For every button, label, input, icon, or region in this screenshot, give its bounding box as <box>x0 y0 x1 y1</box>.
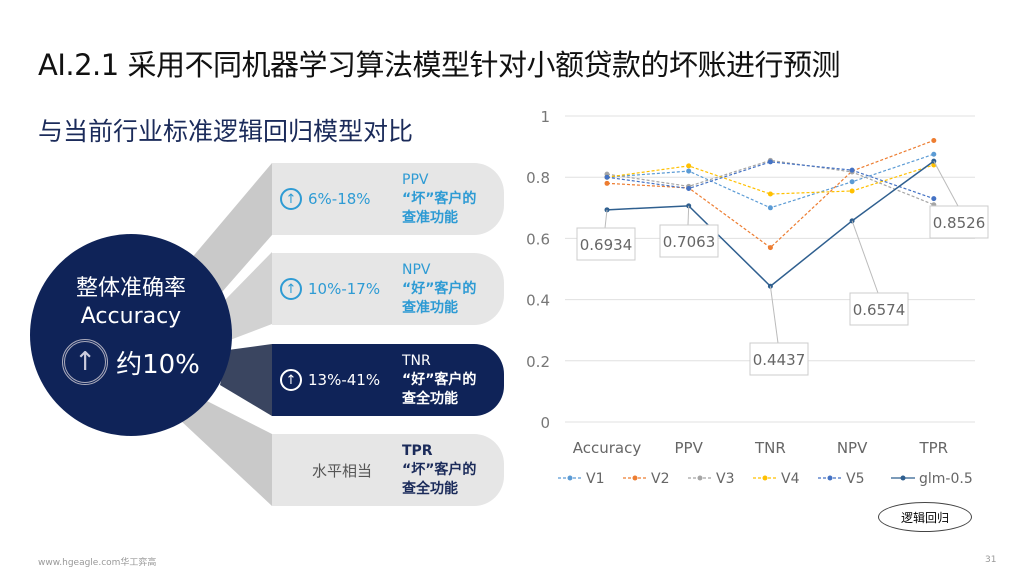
metric-card-tpr: 水平相当 TPR “坏”客户的 查全功能 <box>272 434 504 506</box>
metric-card-tnr: ↑ 13%-41% TNR “好”客户的 查全功能 <box>272 344 504 416</box>
data-label-box <box>929 205 989 239</box>
data-point-V5 <box>686 186 692 192</box>
metric-name: PPV <box>402 171 429 188</box>
data-point-V2 <box>604 180 610 186</box>
series-line-V4 <box>606 164 934 195</box>
metric-desc: 查准功能 <box>402 299 458 316</box>
legend-label-V5: V5 <box>846 471 864 487</box>
y-tick-label: 0.6 <box>526 230 550 248</box>
legend-label-V4: V4 <box>781 471 800 487</box>
x-tick-label: Accuracy <box>573 439 642 457</box>
metric-improvement: 10%-17% <box>308 280 381 298</box>
metric-improvement: 水平相当 <box>312 461 373 480</box>
data-label-leader <box>933 160 959 207</box>
data-point-V5 <box>931 196 937 202</box>
metric-card-ppv: ↑ 6%-18% PPV “坏”客户的 查准功能 <box>272 163 504 235</box>
summary-subtitle: Accuracy <box>80 304 182 329</box>
legend-label-V1: V1 <box>586 471 604 487</box>
data-point-V1 <box>849 179 855 185</box>
data-label-leader <box>604 209 608 229</box>
summary-title: 整体准确率 <box>75 276 186 301</box>
data-label: 0.6934 <box>580 236 633 254</box>
connector-wedges <box>180 163 272 506</box>
legend-label-glm-0.5: glm-0.5 <box>919 471 973 487</box>
metric-improvement: 13%-41% <box>308 371 381 389</box>
legend-marker <box>762 475 768 481</box>
data-label: 0.7063 <box>663 233 716 251</box>
page-subtitle: 与当前行业标准逻辑回归模型对比 <box>38 117 414 146</box>
metric-desc: 查全功能 <box>402 480 458 497</box>
data-label: 0.4437 <box>753 351 806 369</box>
data-label: 0.8526 <box>933 214 986 232</box>
arrow-up-circle-icon: ↑ <box>62 339 109 385</box>
metric-name: NPV <box>402 261 431 278</box>
series-line-glm-0.5 <box>606 160 935 288</box>
data-point-V1 <box>686 168 692 174</box>
data-label-leader <box>769 286 779 344</box>
data-point-V1 <box>931 151 937 157</box>
data-point-glm-0.5 <box>767 283 773 289</box>
metric-name: TPR <box>402 442 433 459</box>
logistic-regression-callout: 逻辑回归 <box>878 502 972 532</box>
data-label-box <box>749 342 809 376</box>
y-tick-label: 0 <box>540 414 550 432</box>
metric-desc: 查准功能 <box>402 209 458 226</box>
x-tick-label: PPV <box>675 439 704 457</box>
accuracy-summary-circle: 整体准确率 Accuracy ↑ 约10% <box>30 234 232 436</box>
metric-card-npv: ↑ 10%-17% NPV “好”客户的 查准功能 <box>272 253 504 325</box>
legend-label-V2: V2 <box>651 471 669 487</box>
summary-value: 约10% <box>116 349 200 380</box>
x-tick-label: TNR <box>754 439 786 457</box>
data-label-box <box>659 224 719 258</box>
data-label-leader <box>687 205 690 226</box>
metric-desc: “好”客户的 <box>402 280 477 297</box>
metric-desc: “坏”客户的 <box>402 190 477 207</box>
arrow-up-circle-icon: ↑ <box>280 188 302 210</box>
data-label-box <box>849 292 909 326</box>
series-line-V3 <box>606 159 935 206</box>
legend-marker <box>567 475 573 481</box>
legend-marker <box>697 475 703 481</box>
data-point-V2 <box>931 137 937 143</box>
data-point-V4 <box>849 188 855 194</box>
data-point-glm-0.5 <box>849 218 855 224</box>
data-label-leader <box>851 220 879 294</box>
legend-marker <box>827 475 833 481</box>
arrow-up-circle-icon: ↑ <box>280 369 302 391</box>
data-point-V4 <box>686 163 692 169</box>
x-tick-label: TPR <box>918 439 948 457</box>
legend-marker <box>632 475 638 481</box>
metric-desc: 查全功能 <box>402 390 458 407</box>
data-point-V1 <box>767 205 773 211</box>
arrow-up-circle-icon: ↑ <box>280 278 302 300</box>
metric-desc: “好”客户的 <box>402 371 477 388</box>
metric-improvement: 6%-18% <box>308 190 371 208</box>
data-point-V4 <box>767 191 773 197</box>
data-point-V2 <box>767 245 773 251</box>
metric-name: TNR <box>402 352 431 369</box>
x-tick-label: NPV <box>837 439 868 457</box>
y-tick-label: 0.8 <box>526 169 550 187</box>
data-point-V5 <box>604 174 610 180</box>
footer-text: www.hgeagle.com华工弈高 <box>38 558 157 568</box>
y-tick-label: 1 <box>540 108 550 126</box>
page-number: 31 <box>985 555 997 565</box>
legend-marker <box>900 475 906 481</box>
line-chart: 0 0.2 0.4 0.6 0.8 1 Accuracy PPV TNR NPV TPR 0.6934… <box>526 108 989 487</box>
data-point-V5 <box>767 159 773 165</box>
y-tick-label: 0.2 <box>526 353 550 371</box>
data-point-V5 <box>849 167 855 173</box>
data-label-box <box>576 227 636 261</box>
metric-desc: “坏”客户的 <box>402 461 477 478</box>
data-label: 0.6574 <box>853 301 906 319</box>
legend-label-V3: V3 <box>716 471 734 487</box>
data-point-glm-0.5 <box>686 203 692 209</box>
page-title: AI.2.1 采用不同机器学习算法模型针对小额贷款的坏账进行预测 <box>38 48 840 82</box>
y-tick-label: 0.4 <box>526 292 550 310</box>
